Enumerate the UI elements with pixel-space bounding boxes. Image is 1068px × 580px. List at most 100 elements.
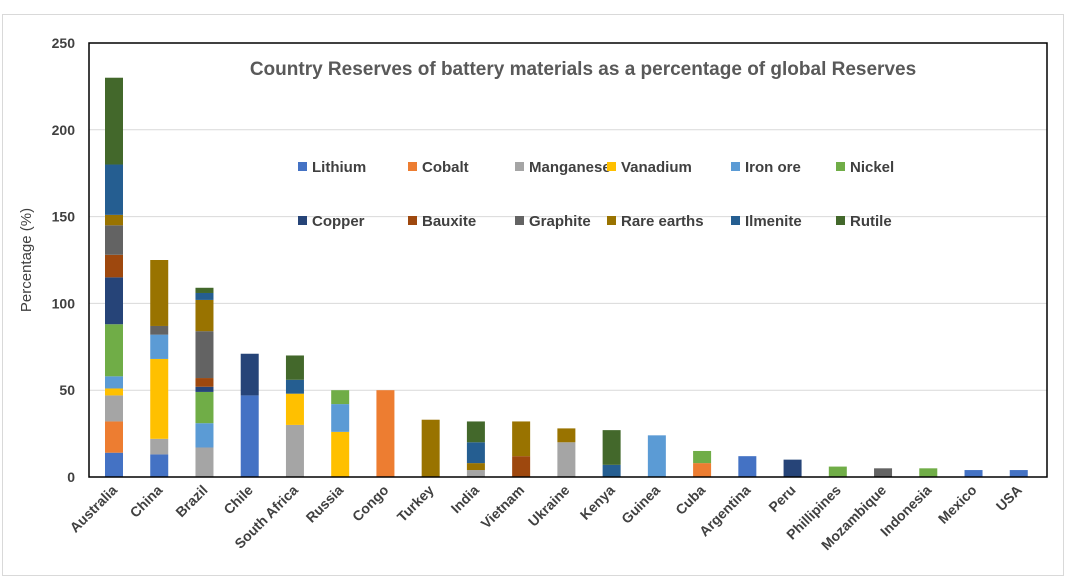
bar-segment-manganese xyxy=(557,442,576,477)
bar-segment-rare-earths xyxy=(105,214,123,226)
legend-swatch xyxy=(607,162,616,171)
bar-segment-copper xyxy=(105,277,123,325)
legend-item: Rutile xyxy=(836,213,892,230)
bar-segment-bauxite xyxy=(195,378,214,387)
x-tick-label: Peru xyxy=(765,482,798,515)
x-tick-label: Cuba xyxy=(672,482,708,518)
bar-segment-bauxite xyxy=(105,254,123,278)
gridlines xyxy=(89,129,1047,391)
bar-segment-nickel xyxy=(919,468,938,477)
legend-item: Cobalt xyxy=(408,159,469,176)
bar-segment-copper xyxy=(240,353,259,396)
plot-area-border xyxy=(88,42,1048,478)
legend-label: Iron ore xyxy=(745,159,801,176)
bar-segment-rutile xyxy=(285,355,304,380)
legend-swatch xyxy=(731,162,740,171)
bar-segment-rutile xyxy=(195,287,214,293)
stacked-bar-chart: Country Reserves of battery materials as… xyxy=(18,35,1048,553)
bar-segment-nickel xyxy=(331,390,350,405)
legend-label: Rutile xyxy=(850,213,892,230)
bar-segment-graphite xyxy=(105,225,123,255)
bar-segment-nickel xyxy=(693,450,712,464)
x-tick-label: Turkey xyxy=(394,482,437,525)
chart-title: Country Reserves of battery materials as… xyxy=(250,59,916,80)
legend-item: Graphite xyxy=(515,213,591,230)
legend-swatch xyxy=(836,216,845,225)
bar-segment-vanadium xyxy=(285,393,304,425)
legend-item: Copper xyxy=(298,213,365,230)
legend-label: Copper xyxy=(312,213,365,230)
bar-segment-ilmenite xyxy=(105,164,123,215)
legend-label: Manganese xyxy=(529,159,611,176)
x-tick-label: Brazil xyxy=(172,482,210,520)
legend-item: Iron ore xyxy=(731,159,801,176)
bar-segment-lithium xyxy=(1009,470,1028,477)
bar-segment-lithium xyxy=(964,470,983,477)
y-tick-label: 150 xyxy=(52,209,76,225)
x-tick-label: Ukraine xyxy=(525,482,573,530)
bar-segment-rutile xyxy=(602,430,621,465)
bar-segment-lithium xyxy=(240,395,259,477)
bar-segment-ilmenite xyxy=(602,464,621,477)
legend-item: Manganese xyxy=(515,159,611,176)
x-tick-label: Vietnam xyxy=(478,482,528,532)
bar-segment-lithium xyxy=(150,454,169,477)
bar-segment-ilmenite xyxy=(466,442,485,464)
bar-segment-rare-earths xyxy=(557,428,576,443)
x-tick-label: Australia xyxy=(66,482,120,536)
bar-segment-lithium xyxy=(738,456,757,477)
bar-segment-rare-earths xyxy=(195,299,214,332)
bar-segment-nickel xyxy=(828,466,847,477)
bar-segment-vanadium xyxy=(105,388,123,396)
legend-label: Rare earths xyxy=(621,213,704,230)
legend-label: Graphite xyxy=(529,213,591,230)
legend-label: Vanadium xyxy=(621,159,692,176)
bar-segment-vanadium xyxy=(331,431,350,477)
legend-swatch xyxy=(515,216,524,225)
bar-segment-iron-ore xyxy=(647,435,666,477)
y-axis-ticks: 0 50 100 150 200 250 xyxy=(52,35,76,485)
bar-segment-graphite xyxy=(195,331,214,379)
bar-segment-cobalt xyxy=(693,463,712,477)
x-tick-label: China xyxy=(127,482,166,521)
legend-swatch xyxy=(298,162,307,171)
bar-segment-graphite xyxy=(874,468,893,477)
bar-segment-bauxite xyxy=(512,456,531,477)
bar-segment-ilmenite xyxy=(195,292,214,300)
bar-segment-iron-ore xyxy=(150,334,169,359)
bar-segment-ilmenite xyxy=(285,379,304,394)
legend-label: Lithium xyxy=(312,159,366,176)
bar-segment-rare-earths xyxy=(421,419,440,477)
legend-label: Ilmenite xyxy=(745,213,802,230)
bar-segment-copper xyxy=(783,459,802,477)
legend-item: Lithium xyxy=(298,159,366,176)
x-tick-label: Chile xyxy=(220,482,256,518)
chart-frame: Country Reserves of battery materials as… xyxy=(2,14,1064,576)
bar-segment-manganese xyxy=(105,395,123,422)
x-tick-label: Kenya xyxy=(577,482,618,523)
legend-label: Bauxite xyxy=(422,213,476,230)
legend-swatch xyxy=(408,162,417,171)
bar-segment-manganese xyxy=(466,470,485,477)
x-tick-label: Mexico xyxy=(935,482,980,527)
bar-segment-rare-earths xyxy=(466,463,485,471)
legend-label: Nickel xyxy=(850,159,894,176)
bar-segment-rutile xyxy=(466,421,485,443)
bar-segment-nickel xyxy=(195,391,214,424)
x-tick-label: USA xyxy=(993,482,1025,514)
bar-segment-rare-earths xyxy=(512,421,531,457)
x-tick-label: Congo xyxy=(349,482,392,525)
legend-item: Rare earths xyxy=(607,213,704,230)
legend-swatch xyxy=(607,216,616,225)
legend-swatch xyxy=(298,216,307,225)
legend-item: Nickel xyxy=(836,159,894,176)
legend: Lithium Cobalt Manganese Vanadium Iron ore Ni… xyxy=(298,159,894,230)
bars xyxy=(105,77,1028,477)
y-tick-label: 100 xyxy=(52,295,76,311)
bar-segment-manganese xyxy=(195,447,214,477)
bar-segment-lithium xyxy=(105,452,123,477)
bar-segment-graphite xyxy=(150,325,169,335)
bar-segment-iron-ore xyxy=(105,376,123,389)
legend-item: Bauxite xyxy=(408,213,476,230)
